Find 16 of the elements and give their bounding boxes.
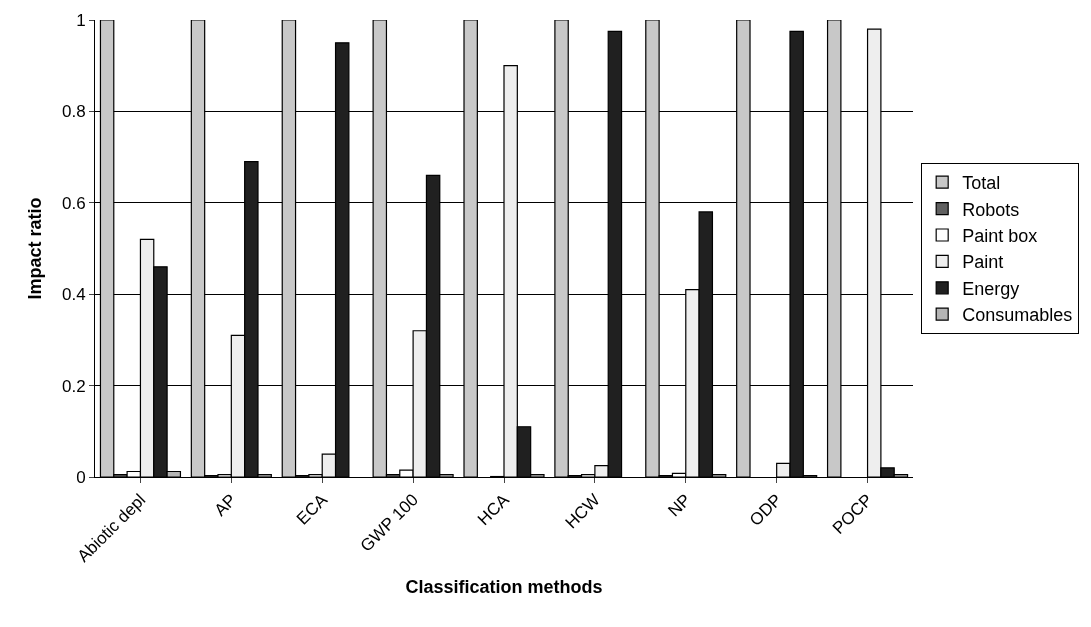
y-tick-label: 0 <box>76 467 86 487</box>
y-tick-label: 0.8 <box>61 102 86 122</box>
legend-label: Energy <box>962 278 1020 299</box>
legend-label: Consumables <box>962 305 1073 326</box>
y-tick-label: 0.6 <box>61 193 86 213</box>
legend-label: Robots <box>962 199 1020 220</box>
y-tick-label: 1 <box>76 10 86 30</box>
legend-label: Total <box>962 173 1001 194</box>
x-axis-title: Classification methods <box>405 576 603 597</box>
legend-label: Paint box <box>962 226 1038 247</box>
y-tick-label: 0.4 <box>61 285 86 305</box>
x-tick-label: NP <box>664 490 695 521</box>
x-tick-label: AP <box>210 490 241 520</box>
legend-label: Paint <box>962 252 1004 273</box>
y-axis-title: Impact ratio <box>25 197 46 300</box>
y-tick-label: 0.2 <box>61 376 86 396</box>
